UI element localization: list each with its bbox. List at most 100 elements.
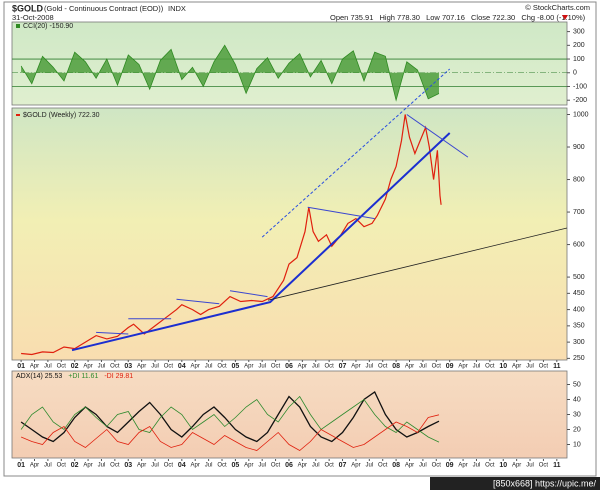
x-tick-label: Apr xyxy=(351,364,360,370)
x-tick-label: Jul xyxy=(205,463,213,469)
x-tick-label: Jul xyxy=(44,463,52,469)
y-tick-label: 200 xyxy=(573,42,585,49)
x-tick-label: Oct xyxy=(110,463,120,469)
y-tick-label: 450 xyxy=(573,290,585,297)
price-line xyxy=(21,114,442,356)
series-line xyxy=(20,395,440,443)
x-tick-label: Jul xyxy=(44,364,52,370)
x-tick-label: 08 xyxy=(392,462,400,469)
x-tick-label: 09 xyxy=(446,363,454,370)
x-tick-label: 01 xyxy=(17,462,25,469)
trendline xyxy=(229,290,268,298)
quote-value: 778.30 xyxy=(397,13,420,22)
y-tick-label: 100 xyxy=(573,56,585,63)
x-tick-label: Jul xyxy=(419,364,427,370)
x-tick-label: 08 xyxy=(392,363,400,370)
x-tick-label: 07 xyxy=(339,363,347,370)
x-tick-label: Oct xyxy=(432,364,442,370)
source: © StockCharts.com xyxy=(525,3,590,12)
y-tick-label: 20 xyxy=(573,426,581,433)
quote-value: -8.00 (-1.10%) xyxy=(537,13,585,22)
y-tick-label: 600 xyxy=(573,241,585,248)
trendline xyxy=(96,331,129,335)
x-tick-label: Oct xyxy=(485,364,495,370)
x-tick-label: 05 xyxy=(231,462,239,469)
y-tick-label: -100 xyxy=(573,83,587,90)
y-tick-label: 350 xyxy=(573,323,585,330)
x-tick-label: 02 xyxy=(71,462,79,469)
x-tick-label: Oct xyxy=(57,463,67,469)
y-tick-label: 800 xyxy=(573,176,585,183)
x-tick-label: Apr xyxy=(512,463,521,469)
x-tick-label: Oct xyxy=(217,364,227,370)
quote-label: Open xyxy=(330,13,348,22)
y-tick-label: -200 xyxy=(573,97,587,104)
x-tick-label: 04 xyxy=(178,363,186,370)
date: 31-Oct-2008 xyxy=(12,13,54,22)
x-tick-label: Jul xyxy=(151,364,159,370)
quote-value: 707.16 xyxy=(442,13,465,22)
trendline xyxy=(307,206,375,220)
y-tick-label: 0 xyxy=(573,70,577,77)
legend-swatch xyxy=(16,24,20,28)
x-tick-label: Oct xyxy=(57,364,67,370)
x-tick-label: Apr xyxy=(405,463,414,469)
x-tick-label: 11 xyxy=(553,462,561,469)
panel-bg xyxy=(11,370,568,459)
x-tick-label: Jul xyxy=(419,463,427,469)
x-tick-label: Jul xyxy=(98,364,106,370)
x-tick-label: Apr xyxy=(405,364,414,370)
plot-area xyxy=(12,44,567,102)
x-tick-label: 01 xyxy=(17,363,25,370)
y-tick-label: 250 xyxy=(573,355,585,362)
x-tick-label: 10 xyxy=(499,363,507,370)
trendline xyxy=(261,68,451,238)
x-tick-label: Oct xyxy=(324,364,334,370)
legend-label: ADX(14) 25.53 xyxy=(16,373,62,380)
x-tick-label: Jul xyxy=(258,463,266,469)
x-tick-label: Apr xyxy=(244,364,253,370)
x-tick-label: Oct xyxy=(110,364,120,370)
x-tick-label: 05 xyxy=(231,363,239,370)
y-tick-label: 700 xyxy=(573,209,585,216)
trendline xyxy=(71,132,451,352)
x-tick-label: Apr xyxy=(458,463,467,469)
trendline xyxy=(268,227,568,301)
x-tick-label: Apr xyxy=(298,463,307,469)
y-tick-label: 40 xyxy=(573,396,581,403)
y-tick-label: 400 xyxy=(573,306,585,313)
x-tick-label: 02 xyxy=(71,363,79,370)
x-tick-label: Jul xyxy=(312,463,320,469)
x-tick-label: Oct xyxy=(378,364,388,370)
x-tick-label: Jul xyxy=(526,463,534,469)
x-tick-label: Oct xyxy=(539,463,549,469)
x-tick-label: Apr xyxy=(30,364,39,370)
x-tick-label: Jul xyxy=(312,364,320,370)
x-tick-label: Apr xyxy=(191,463,200,469)
legend-label: +DI 11.61 xyxy=(68,373,98,380)
quote: Open 735.91 High 778.30 Low 707.16 Close… xyxy=(330,13,586,22)
y-tick-label: 30 xyxy=(573,411,581,418)
x-tick-label: Jul xyxy=(258,364,266,370)
x-tick-label: 06 xyxy=(285,462,293,469)
x-tick-label: Oct xyxy=(432,463,442,469)
x-tick-label: Apr xyxy=(351,463,360,469)
x-tick-label: Oct xyxy=(271,364,281,370)
legend-label: $GOLD (Weekly) 722.30 xyxy=(23,112,100,119)
quote-label: Low xyxy=(426,13,440,22)
x-tick-label: Oct xyxy=(485,463,495,469)
series-line xyxy=(20,414,440,451)
x-tick-label: Jul xyxy=(365,463,373,469)
y-tick-label: 1000 xyxy=(573,111,589,118)
y-tick-label: 10 xyxy=(573,441,581,448)
x-tick-label: Apr xyxy=(191,364,200,370)
quote-label: Close xyxy=(471,13,490,22)
x-tick-label: 11 xyxy=(553,363,561,370)
trendline xyxy=(406,114,469,158)
x-tick-label: Jul xyxy=(98,463,106,469)
x-tick-label: 09 xyxy=(446,462,454,469)
x-tick-label: 06 xyxy=(285,363,293,370)
y-tick-label: 300 xyxy=(573,339,585,346)
quote-value: 735.91 xyxy=(350,13,373,22)
